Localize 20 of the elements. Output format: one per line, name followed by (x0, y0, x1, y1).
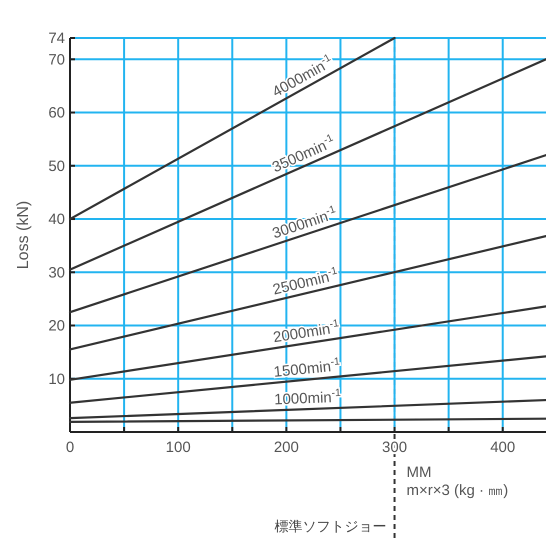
text: 2500min$^{-1}$ (271, 264, 339, 299)
y-tick-label: 30 (48, 264, 65, 282)
x-tick-label: 0 (66, 439, 74, 456)
series-label: 1000min$^{-1}$ (274, 386, 342, 408)
ref-line-label: 標準ソフトジョー (274, 518, 387, 534)
y-tick-label: 10 (48, 370, 65, 388)
y-tick-label: 74 (48, 30, 65, 47)
x-tick-label: 300 (382, 439, 408, 456)
y-tick-label: 20 (48, 318, 65, 335)
text: 2000min$^{-1}$ (272, 317, 340, 346)
y-tick-label: 70 (48, 51, 65, 68)
x-tick-label: 400 (490, 439, 516, 456)
x-axis-title: MM m×r×3 (kg · ㎜) (406, 464, 508, 499)
text: 1500min$^{-1}$ (272, 355, 341, 381)
y-tick-label: 60 (48, 104, 65, 122)
y-tick-label: 50 (48, 158, 65, 175)
x-tick-label: 200 (274, 439, 299, 456)
y-axis-title: Loss (kN) (15, 200, 32, 270)
y-tick-label: 40 (48, 211, 65, 228)
x-tick-label: 100 (166, 439, 191, 456)
